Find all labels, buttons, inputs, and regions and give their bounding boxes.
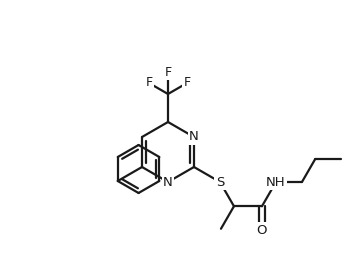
Text: O: O (257, 224, 267, 237)
Text: NH: NH (266, 176, 286, 189)
Text: F: F (145, 76, 153, 89)
Text: F: F (183, 76, 191, 89)
Text: F: F (164, 65, 172, 78)
Text: S: S (216, 176, 224, 189)
Text: N: N (189, 131, 199, 144)
Text: N: N (163, 176, 173, 189)
